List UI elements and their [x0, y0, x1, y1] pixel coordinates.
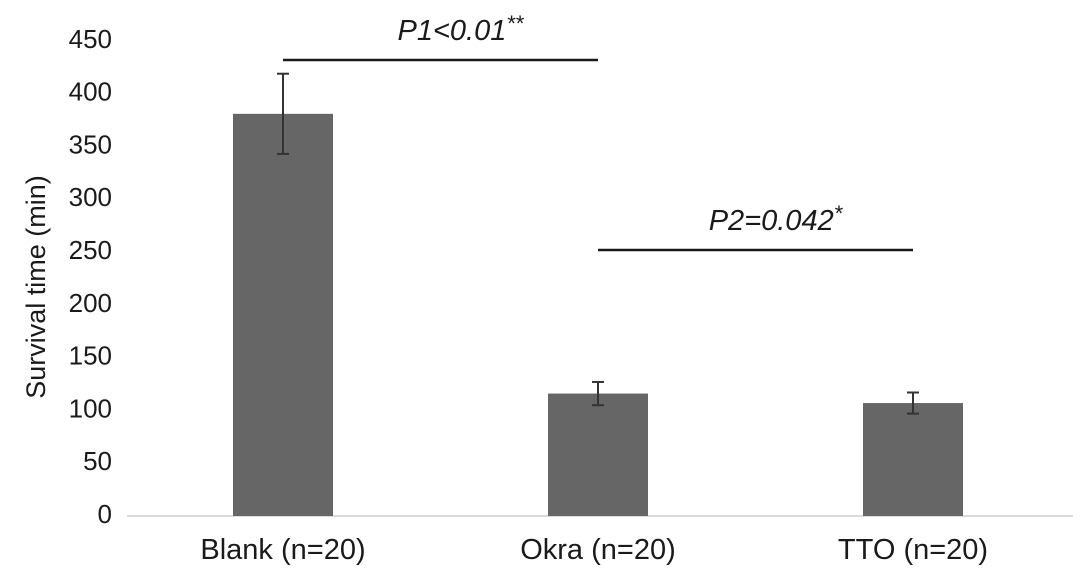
x-tick-labels: Blank (n=20) Okra (n=20) TTO (n=20) — [200, 534, 988, 566]
x-tick-label: Blank (n=20) — [200, 534, 365, 566]
y-tick-labels: 0 50 100 150 200 250 300 350 400 450 — [69, 24, 112, 529]
y-tick-label: 250 — [69, 235, 112, 265]
y-tick-label: 200 — [69, 288, 112, 318]
error-bar — [592, 380, 604, 407]
bar — [548, 393, 648, 516]
significance-label: P1<0.01** — [398, 11, 525, 47]
y-tick-label: 150 — [69, 341, 112, 371]
y-tick-label: 100 — [69, 393, 112, 423]
x-tick-label: TTO (n=20) — [838, 534, 988, 566]
significance-annotations: P1<0.01** P2=0.042* — [283, 11, 913, 252]
significance-label: P2=0.042* — [709, 201, 844, 237]
bar — [233, 113, 333, 516]
error-bar — [277, 72, 289, 155]
significance-bracket: P2=0.042* — [598, 201, 913, 252]
y-tick-label: 400 — [69, 77, 112, 107]
bars — [233, 113, 963, 516]
y-tick-label: 300 — [69, 182, 112, 212]
x-tick-label: Okra (n=20) — [520, 534, 676, 566]
y-tick-label: 450 — [69, 24, 112, 54]
y-axis-label: Survival time (min) — [21, 175, 51, 399]
y-tick-label: 50 — [83, 446, 112, 476]
bar — [863, 403, 963, 516]
error-bar — [907, 391, 919, 415]
y-tick-label: 0 — [98, 499, 112, 529]
y-tick-label: 350 — [69, 129, 112, 159]
error-bars — [277, 72, 919, 415]
significance-bracket: P1<0.01** — [283, 11, 598, 62]
